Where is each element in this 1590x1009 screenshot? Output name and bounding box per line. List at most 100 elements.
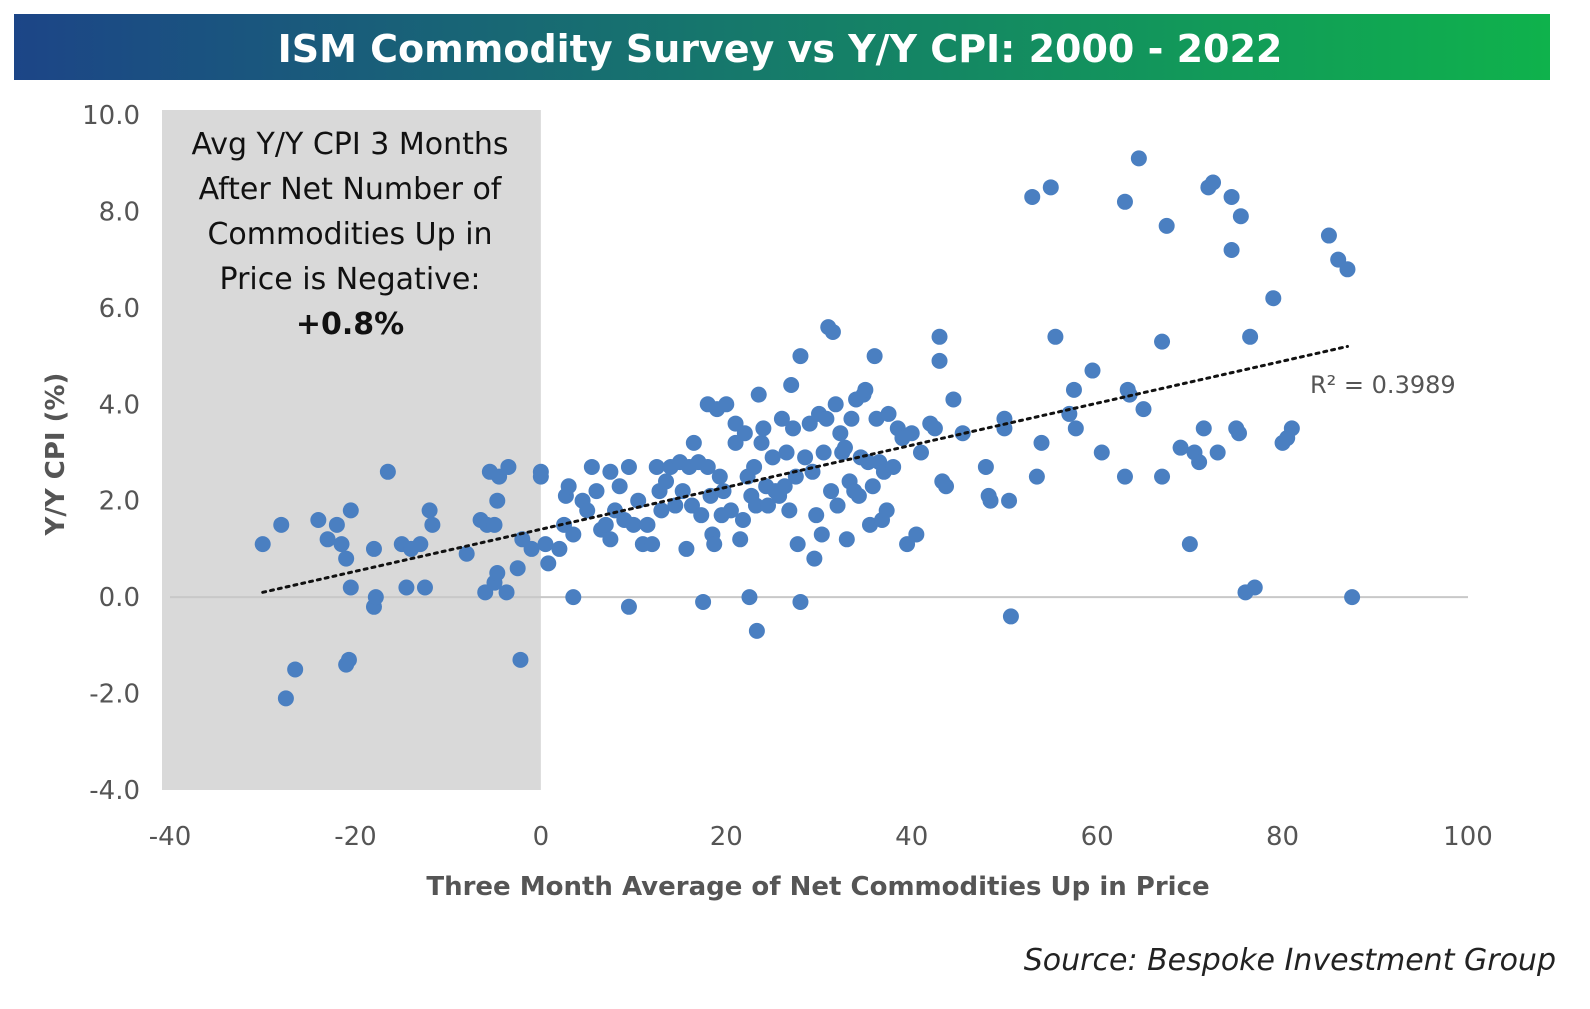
data-point: [722, 502, 739, 519]
data-point: [776, 478, 793, 495]
data-point: [523, 540, 540, 557]
data-point: [512, 651, 529, 668]
data-point: [711, 468, 728, 485]
data-point: [667, 497, 684, 514]
data-point: [639, 516, 656, 533]
data-point: [748, 622, 765, 639]
data-point: [319, 531, 336, 548]
data-point: [908, 526, 925, 543]
y-tick-label: 8.0: [99, 197, 140, 227]
data-point: [931, 328, 948, 345]
data-point: [996, 420, 1013, 437]
data-point: [398, 579, 415, 596]
annotation-value: +0.8%: [296, 307, 404, 342]
data-point: [532, 463, 549, 480]
data-point: [1067, 420, 1084, 437]
data-point: [333, 536, 350, 553]
data-point: [693, 507, 710, 524]
data-point: [379, 463, 396, 480]
data-point: [829, 497, 846, 514]
data-point: [551, 540, 568, 557]
data-point: [1065, 381, 1082, 398]
data-point: [583, 458, 600, 475]
data-point: [747, 497, 764, 514]
data-point: [620, 458, 637, 475]
y-tick-label: 0.0: [99, 583, 140, 613]
source-note: Source: Bespoke Investment Group: [1024, 943, 1556, 978]
annotation-line-1: Avg Y/Y CPI 3 Months: [191, 127, 508, 162]
annotation-line-4: Price is Negative:: [220, 262, 481, 297]
data-point: [715, 483, 732, 500]
data-point: [1042, 179, 1059, 196]
data-point: [1024, 188, 1041, 205]
data-point: [734, 512, 751, 528]
data-point: [824, 323, 841, 340]
data-point: [815, 444, 832, 461]
data-point: [287, 661, 304, 678]
data-point: [755, 420, 772, 437]
data-point: [864, 478, 881, 495]
data-point: [537, 536, 554, 553]
data-point: [945, 391, 962, 408]
data-point: [1209, 444, 1226, 461]
y-tick-label: 6.0: [99, 294, 140, 324]
data-point: [620, 598, 637, 615]
data-point: [1033, 434, 1050, 451]
data-point: [342, 502, 359, 519]
data-point: [843, 410, 860, 427]
data-point: [1130, 150, 1147, 167]
data-point: [338, 550, 355, 567]
data-point: [783, 377, 800, 393]
data-point: [880, 405, 897, 422]
data-point: [602, 463, 619, 480]
x-tick-label: 80: [1266, 822, 1299, 852]
data-point: [695, 593, 712, 610]
data-point: [486, 516, 503, 533]
x-axis-title: Three Month Average of Net Commodities U…: [426, 872, 1209, 902]
data-point: [813, 526, 830, 543]
data-point: [340, 651, 357, 668]
data-point: [424, 516, 441, 533]
data-point: [1116, 193, 1133, 210]
data-point: [273, 516, 290, 533]
data-point: [792, 593, 809, 610]
data-point: [954, 425, 971, 442]
data-point: [678, 540, 695, 557]
data-point: [597, 516, 614, 533]
data-point: [416, 579, 433, 596]
data-point: [938, 478, 955, 495]
data-point: [781, 502, 798, 519]
data-point: [1195, 420, 1212, 437]
data-point: [789, 536, 806, 553]
data-point: [565, 589, 582, 606]
data-point: [785, 420, 802, 437]
shaded-negative-region: [162, 110, 541, 790]
data-point: [1084, 362, 1101, 379]
data-point: [860, 454, 877, 471]
y-axis-ticks: 10.0 8.0 6.0 4.0 2.0 0.0 -2.0 -4.0: [82, 101, 140, 806]
data-point: [367, 589, 384, 606]
data-point: [412, 536, 429, 553]
r-squared-label: R² = 0.3989: [1310, 371, 1456, 399]
data-point: [1265, 290, 1282, 307]
data-point: [1002, 608, 1019, 625]
data-point: [1320, 227, 1337, 244]
data-point: [658, 473, 675, 490]
data-point: [1344, 589, 1361, 606]
x-tick-label: 0: [533, 822, 550, 852]
data-point: [827, 396, 844, 413]
data-point: [254, 536, 271, 553]
x-tick-label: 100: [1443, 822, 1493, 852]
data-point: [1172, 439, 1189, 456]
data-point: [1181, 536, 1198, 553]
data-point: [773, 410, 790, 427]
data-point: [764, 449, 781, 466]
data-point: [836, 439, 853, 456]
data-point: [458, 545, 475, 562]
data-point: [778, 444, 795, 461]
data-point: [509, 560, 526, 577]
data-point: [653, 502, 670, 519]
y-tick-label: -4.0: [89, 776, 140, 806]
data-point: [808, 507, 825, 524]
data-point: [421, 502, 438, 519]
